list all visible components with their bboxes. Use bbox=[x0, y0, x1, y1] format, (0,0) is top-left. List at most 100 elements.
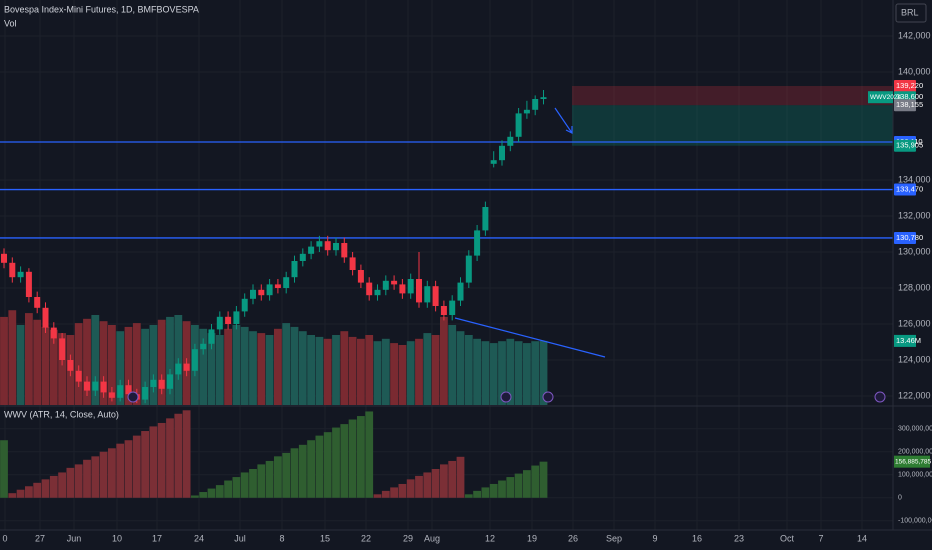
x-tick-label: Jun bbox=[67, 533, 82, 543]
volume-bar bbox=[240, 326, 249, 405]
indicator-bar bbox=[224, 480, 232, 498]
volume-bar bbox=[415, 338, 423, 405]
volume-bar bbox=[249, 331, 257, 405]
x-tick-label: 7 bbox=[818, 533, 823, 543]
candle-body bbox=[308, 246, 315, 254]
candle-body bbox=[167, 374, 173, 389]
volume-bar bbox=[116, 331, 125, 405]
candle-body bbox=[490, 160, 497, 164]
candle-body bbox=[42, 307, 49, 328]
indicator-bar bbox=[531, 465, 540, 498]
volume-bar bbox=[489, 343, 498, 405]
indicator-bar bbox=[166, 418, 174, 498]
volume-bar bbox=[398, 345, 407, 405]
currency[interactable]: BRL bbox=[901, 7, 919, 17]
event-icon[interactable] bbox=[874, 391, 886, 403]
volume-bar bbox=[464, 335, 473, 405]
indicator-bar bbox=[232, 477, 241, 498]
candle-body bbox=[108, 392, 115, 398]
volume-bar bbox=[74, 323, 83, 405]
indicator-bar bbox=[315, 435, 324, 498]
volume-bar bbox=[108, 325, 116, 405]
event-icon[interactable] bbox=[542, 391, 554, 403]
volume-bar bbox=[340, 331, 349, 405]
volume-bar bbox=[448, 325, 457, 405]
price-badge bbox=[894, 231, 916, 244]
indicator-bar bbox=[390, 487, 398, 498]
indicator-bar bbox=[498, 480, 506, 498]
volume-bar bbox=[83, 318, 91, 405]
indicator-bar bbox=[514, 473, 523, 498]
candle-body bbox=[191, 349, 198, 371]
volume-bar bbox=[91, 315, 100, 405]
volume-bar bbox=[431, 335, 440, 405]
currency-button[interactable] bbox=[895, 3, 927, 23]
indicator-badge bbox=[894, 455, 930, 468]
indicator-bar bbox=[240, 472, 249, 498]
price-badge-label: 135,905 bbox=[896, 141, 923, 150]
indicator-bar bbox=[290, 448, 299, 498]
candle-body bbox=[9, 262, 16, 278]
indicator-bar bbox=[381, 490, 390, 498]
indicator-bar bbox=[132, 435, 141, 498]
indicator-bar bbox=[157, 422, 166, 498]
indicator-bar bbox=[141, 431, 149, 498]
indicator-bar bbox=[66, 467, 75, 498]
indicator-bar bbox=[307, 440, 315, 498]
indicator-bar bbox=[348, 419, 357, 498]
volume-bar bbox=[99, 321, 108, 405]
volume-bar bbox=[290, 326, 299, 405]
indicator-bar bbox=[91, 456, 100, 498]
volume-bar bbox=[523, 343, 531, 405]
candle-body bbox=[457, 282, 464, 301]
volume-label: Vol bbox=[4, 18, 17, 28]
indicator-bar bbox=[215, 485, 224, 498]
candle-body bbox=[333, 243, 339, 251]
candle-body bbox=[92, 381, 99, 391]
y-tick-label: 124,000 bbox=[898, 354, 931, 364]
candle-body bbox=[250, 289, 256, 299]
x-tick-label: 29 bbox=[403, 533, 413, 543]
candle-body bbox=[216, 316, 223, 330]
axes: 0 27 Jun 10 17 24 Jul 8 15 22 29 Aug 12 19 26 Sep 9 16 23 O… bbox=[2, 30, 932, 543]
indicator-bar bbox=[340, 424, 349, 498]
volume-bar bbox=[157, 319, 166, 405]
arrow bbox=[554, 107, 573, 134]
indicator-bar bbox=[191, 495, 199, 498]
volume-bar bbox=[365, 335, 374, 405]
volume-bar bbox=[440, 316, 448, 405]
y-tick-label: 132,000 bbox=[898, 210, 931, 220]
price-badge bbox=[894, 80, 916, 93]
indicator-badge-label: 156,885,785 bbox=[895, 458, 932, 465]
indicator-bar bbox=[415, 475, 423, 498]
indicator-bar bbox=[116, 443, 125, 498]
volume-bar bbox=[298, 331, 307, 405]
volume-bar bbox=[498, 341, 506, 405]
candle-body bbox=[440, 306, 447, 315]
indicator-bar bbox=[99, 451, 108, 498]
trend-line bbox=[454, 317, 606, 358]
x-tick-label: 10 bbox=[112, 533, 122, 543]
indicator-bar bbox=[41, 479, 50, 498]
volume-bar bbox=[539, 340, 548, 405]
indicator-bar bbox=[423, 472, 432, 498]
indicator-bar bbox=[332, 427, 340, 498]
volume-bar bbox=[332, 335, 340, 405]
candle-body bbox=[465, 255, 472, 283]
volume-bar bbox=[506, 338, 515, 405]
volume-bar bbox=[315, 336, 324, 405]
volume-bar bbox=[456, 331, 465, 405]
stop-zone bbox=[572, 86, 893, 106]
x-tick-label: Sep bbox=[606, 533, 622, 543]
candle-body bbox=[324, 241, 331, 251]
volume-bar bbox=[124, 326, 133, 405]
candle-body bbox=[399, 284, 406, 294]
event-icon[interactable] bbox=[127, 391, 139, 403]
indicator-bar bbox=[373, 494, 382, 498]
candle-body bbox=[474, 230, 481, 256]
event-icon[interactable] bbox=[500, 391, 512, 403]
indicator-bar bbox=[489, 483, 498, 498]
indicator-bar bbox=[0, 440, 8, 498]
x-tick-label: 12 bbox=[485, 533, 495, 543]
candle-body bbox=[125, 385, 132, 395]
